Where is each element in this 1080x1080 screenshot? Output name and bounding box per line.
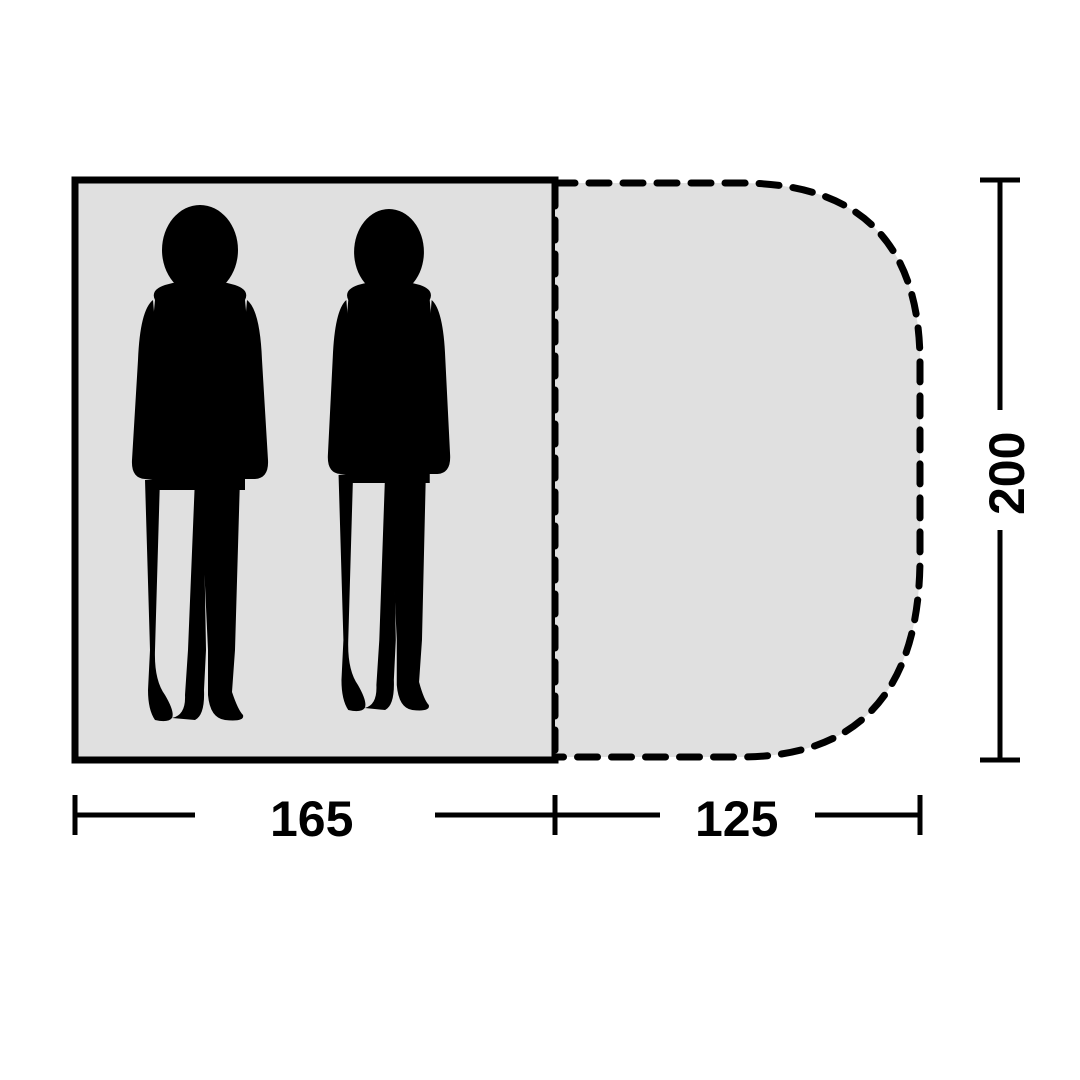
- height-label: 200: [978, 432, 1036, 515]
- width-label-2: 125: [695, 790, 778, 848]
- floorplan-diagram: 165 125 200: [0, 0, 1080, 1080]
- width-label-1: 165: [270, 790, 353, 848]
- floorplan-svg: [0, 0, 1080, 1080]
- bottom-dimension: [75, 795, 920, 835]
- vestibule-area: [555, 183, 920, 757]
